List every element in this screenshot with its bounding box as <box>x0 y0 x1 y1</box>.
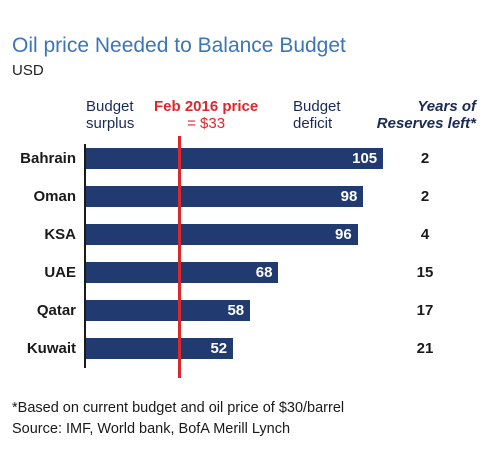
header-reserves-line1: Years of <box>417 98 476 115</box>
bar-oman <box>86 186 364 207</box>
reserves-value: 21 <box>416 340 434 357</box>
header-years-reserves: Years of Reserves left* <box>366 98 476 132</box>
y-axis-line <box>84 144 86 368</box>
bar-qatar <box>86 300 251 321</box>
footnote-line1: *Based on current budget and oil price o… <box>12 400 345 416</box>
header-deficit-line2: deficit <box>293 115 333 132</box>
bar-value-label: 96 <box>334 226 352 243</box>
chart-subtitle: USD <box>12 62 44 79</box>
chart-title: Oil price Needed to Balance Budget <box>12 34 346 57</box>
category-label: Qatar <box>36 302 76 319</box>
header-price-line2: = $33 <box>187 115 226 132</box>
header-price-line1: Feb 2016 price <box>154 98 259 115</box>
header-reserves-line2: Reserves left* <box>376 115 476 132</box>
category-label: KSA <box>44 226 76 243</box>
header-deficit-line1: Budget <box>293 98 341 115</box>
bar-ksa <box>86 224 358 245</box>
header-budget-deficit: Budget deficit <box>293 98 341 132</box>
bar-value-label: 98 <box>340 188 358 205</box>
reserves-value: 2 <box>420 150 430 167</box>
bar-value-label: 52 <box>210 340 228 357</box>
reserves-value: 2 <box>420 188 430 205</box>
reserves-value: 15 <box>416 264 434 281</box>
bar-value-label: 68 <box>255 264 273 281</box>
reserves-value: 17 <box>416 302 434 319</box>
footnote: *Based on current budget and oil price o… <box>12 398 344 440</box>
header-feb-price: Feb 2016 price = $33 <box>154 98 258 132</box>
footnote-source: Source: IMF, World bank, BofA Merill Lyn… <box>12 421 291 437</box>
category-label: UAE <box>44 264 76 281</box>
category-label: Bahrain <box>20 150 76 167</box>
header-surplus-line1: Budget <box>86 98 134 115</box>
bar-uae <box>86 262 279 283</box>
category-label: Oman <box>33 188 76 205</box>
reserves-value: 4 <box>420 226 430 243</box>
bar-kuwait <box>86 338 234 359</box>
bar-bahrain <box>86 148 384 169</box>
category-label: Kuwait <box>26 340 76 357</box>
bar-value-label: 105 <box>352 150 378 167</box>
bar-value-label: 58 <box>227 302 245 319</box>
header-budget-surplus: Budget surplus <box>86 98 134 132</box>
feb-price-reference-line <box>178 136 182 378</box>
header-surplus-line2: surplus <box>86 115 135 132</box>
